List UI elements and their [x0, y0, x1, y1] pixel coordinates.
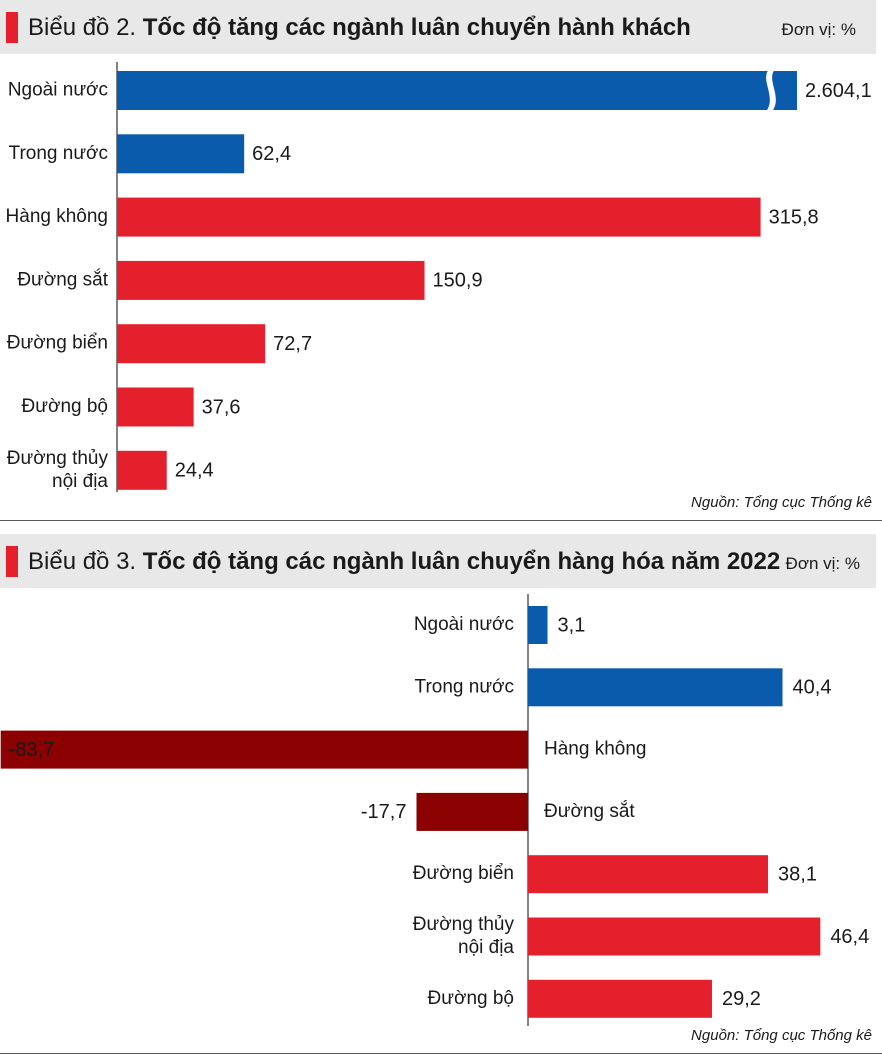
bar-ngoai-nuoc — [117, 71, 797, 110]
chart-header: Biểu đồ 2. Tốc độ tăng các ngành luân ch… — [0, 0, 876, 54]
bar-ngoai-nuoc — [528, 606, 548, 644]
data-label: 62,4 — [252, 143, 291, 165]
chart-panel-freight: Biểu đồ 3. Tốc độ tăng các ngành luân ch… — [0, 534, 882, 1057]
category-label: Đường biển — [413, 863, 514, 884]
header-accent-bar — [6, 12, 18, 43]
category-label: Ngoài nước — [414, 614, 514, 635]
chart-header: Biểu đồ 3. Tốc độ tăng các ngành luân ch… — [0, 534, 876, 588]
chart-title: Biểu đồ 3. Tốc độ tăng các ngành luân ch… — [28, 548, 780, 576]
unit-label: Đơn vị: % — [781, 20, 856, 39]
bar-duong-thuy-noi-dia — [117, 450, 167, 490]
data-label: 72,7 — [273, 333, 312, 355]
axis-break-mark — [766, 70, 776, 111]
source-note: Nguồn: Tổng cục Thống kê — [691, 1027, 872, 1044]
data-label: 2.604,1 — [805, 80, 872, 102]
data-label: -83,7 — [9, 739, 55, 761]
category-label: Đường thủy nội địa — [7, 448, 109, 492]
category-label: Hàng không — [544, 739, 646, 760]
category-label: Trong nước — [9, 143, 108, 164]
data-label: 40,4 — [793, 677, 832, 699]
chart-panel-passenger: Biểu đồ 2. Tốc độ tăng các ngành luân ch… — [0, 0, 882, 518]
category-label: Đường bộ — [428, 988, 514, 1009]
header-accent-bar — [6, 546, 18, 577]
bar-duong-bien — [528, 855, 769, 894]
category-label: Trong nước — [415, 676, 514, 697]
source-note: Nguồn: Tổng cục Thống kê — [691, 494, 872, 511]
unit-label: Đơn vị: % — [785, 554, 860, 573]
chart-number: Biểu đồ 3. — [28, 548, 137, 575]
data-label: 24,4 — [175, 460, 214, 482]
passenger-bar-chart: Ngoài nước 2.604,1 Trong nước 62,4 Hàng khôn… — [6, 62, 872, 492]
bar-duong-sat — [416, 792, 528, 831]
bar-trong-nuoc — [528, 668, 783, 707]
data-label: 3,1 — [558, 614, 586, 636]
data-label: 38,1 — [778, 863, 817, 885]
chart-title-text: Tốc độ tăng các ngành luân chuyển hàng h… — [142, 548, 781, 575]
bar-hang-khong — [0, 730, 528, 769]
data-label: 315,8 — [769, 206, 819, 228]
category-label: Đường sắt — [544, 800, 635, 822]
chart-title-text: Tốc độ tăng các ngành luân chuyển hành k… — [142, 14, 691, 41]
data-label: -17,7 — [361, 801, 407, 823]
panel-divider — [0, 520, 882, 521]
bar-trong-nuoc — [117, 134, 245, 174]
freight-bar-chart: Ngoài nước 3,1 Trong nước 40,4 Hàng không -83… — [0, 594, 869, 1026]
chart-number: Biểu đồ 2. — [28, 14, 137, 41]
category-label: Đường bộ — [22, 396, 108, 417]
category-label: Hàng không — [6, 206, 108, 227]
data-label: 37,6 — [202, 396, 241, 418]
data-label: 29,2 — [722, 988, 761, 1010]
bar-duong-thuy-noi-dia — [528, 917, 821, 956]
category-label: Ngoài nước — [8, 80, 108, 101]
panel-divider — [0, 1053, 882, 1054]
bar-duong-bien — [117, 324, 266, 364]
bar-duong-bo — [117, 387, 194, 427]
chart-title: Biểu đồ 2. Tốc độ tăng các ngành luân ch… — [28, 14, 691, 42]
category-label: Đường thủy nội địa — [413, 914, 515, 958]
category-label: Đường sắt — [17, 268, 108, 290]
bar-hang-khong — [117, 197, 761, 237]
bar-duong-bo — [528, 979, 712, 1018]
data-label: 46,4 — [830, 926, 869, 948]
data-label: 150,9 — [433, 270, 483, 292]
bar-duong-sat — [117, 260, 425, 300]
category-label: Đường biển — [7, 333, 108, 354]
